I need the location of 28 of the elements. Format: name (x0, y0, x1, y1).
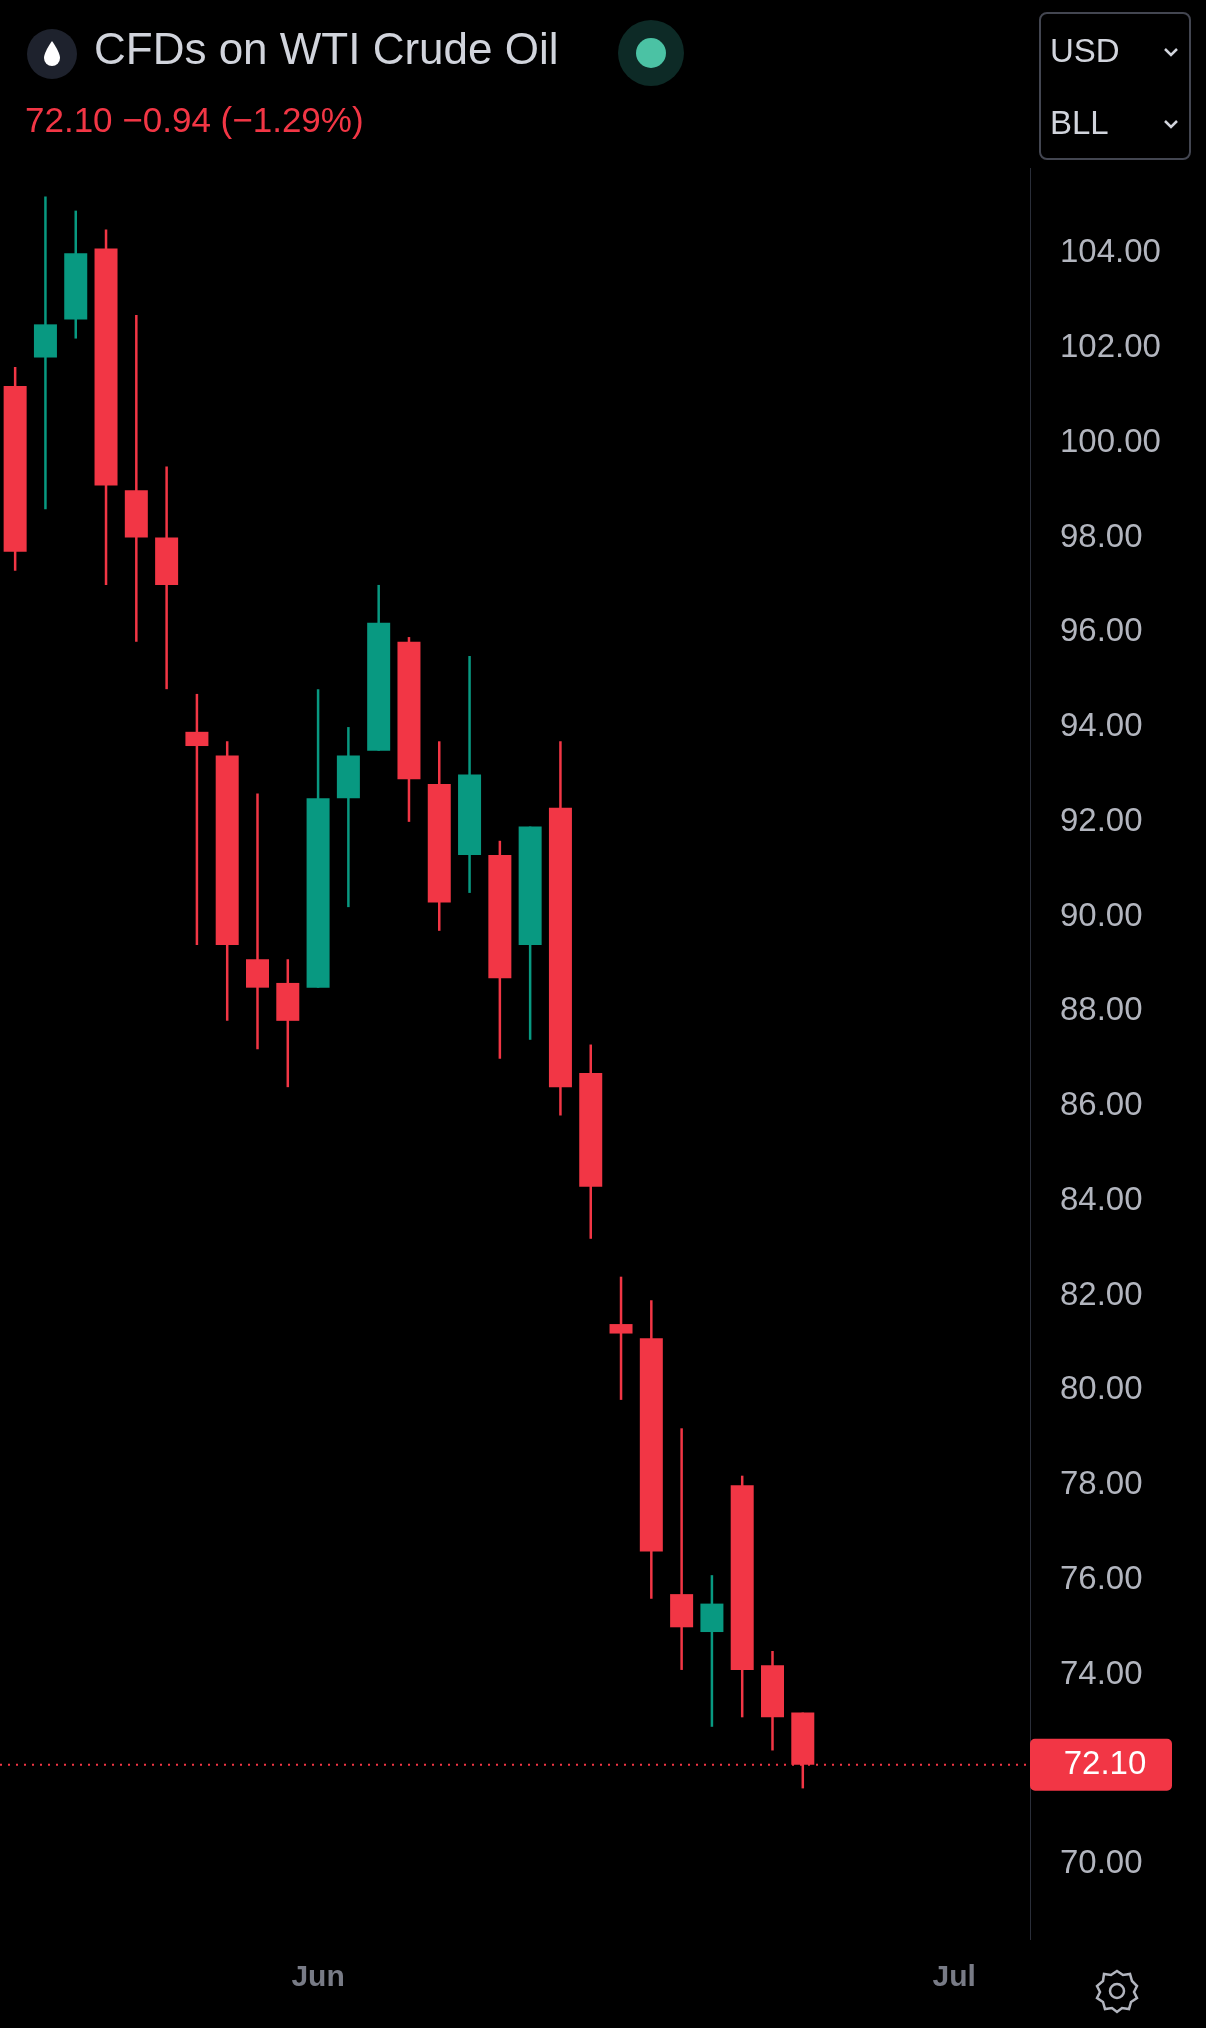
y-tick-label: 98.00 (1060, 516, 1143, 554)
text: BLL (1049, 103, 1110, 143)
y-tick-label: 80.00 (1060, 1369, 1143, 1407)
candlestick (185, 692, 209, 947)
text: USD (1049, 31, 1121, 71)
candlestick (246, 792, 269, 1051)
y-tick-label: 70.00 (1060, 1843, 1143, 1881)
y-tick-label: 90.00 (1060, 895, 1143, 933)
y-tick-label: 94.00 (1060, 706, 1143, 744)
y-tick-label: 102.00 (1060, 327, 1161, 365)
y-tick-label: 82.00 (1060, 1274, 1143, 1312)
y-tick-label: 88.00 (1060, 990, 1143, 1028)
y-tick-label: 74.00 (1060, 1653, 1143, 1691)
y-tick-label: 76.00 (1060, 1559, 1143, 1597)
chart-title: CFDs on WTI Crude Oil (94, 24, 559, 74)
ref-line-label: 72.10 (1063, 1743, 1147, 1781)
y-tick-label: 96.00 (1060, 611, 1143, 649)
y-tick-label: 78.00 (1060, 1464, 1143, 1502)
candlestick (33, 195, 57, 511)
y-tick-label: 92.00 (1060, 800, 1143, 838)
chart-subtitle: 72.10 −0.94 (−1.29%) (25, 100, 364, 140)
y-tick-label: 84.00 (1060, 1179, 1143, 1217)
y-tick-label: 104.00 (1060, 232, 1161, 270)
y-tick-label: 100.00 (1060, 421, 1161, 459)
x-tick-label: Jun (291, 1959, 345, 1993)
candlestick (609, 1275, 633, 1402)
x-tick-label: Jul (932, 1959, 976, 1993)
y-tick-label: 86.00 (1060, 1085, 1143, 1123)
